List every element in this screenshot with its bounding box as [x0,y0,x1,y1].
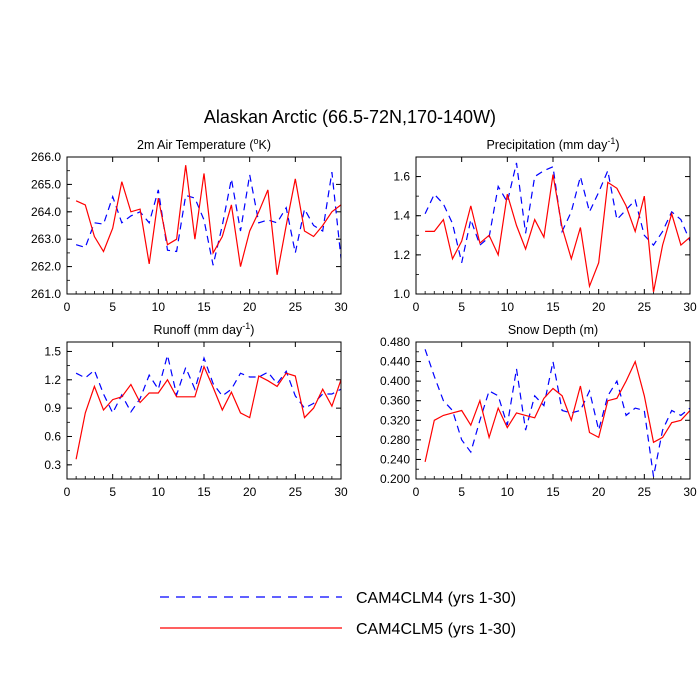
x-tick-label: 20 [592,485,606,499]
x-tick-label: 25 [638,485,652,499]
y-tick-label: 0.200 [380,472,410,486]
y-tick-label: 261.0 [31,287,61,301]
panel-title-superscript: -1 [242,321,250,331]
y-tick-label: 262.0 [31,260,61,274]
y-tick-label: 0.240 [380,452,410,466]
panel-title: Precipitation (mm day-1) [486,136,619,152]
x-tick-label: 25 [638,300,652,314]
panel-title-tail: ) [615,138,619,152]
plot-frame [66,156,342,295]
x-tick-label: 30 [683,485,697,499]
series-line-cam4clm4 [75,172,341,266]
x-tick-label: 10 [501,485,515,499]
x-tick-label: 20 [592,300,606,314]
x-tick-label: 25 [289,300,303,314]
legend-label-2: CAM4CLM5 (yrs 1-30) [356,621,516,638]
x-tick-label: 10 [152,300,166,314]
legend: CAM4CLM4 (yrs 1-30) CAM4CLM5 (yrs 1-30) [160,590,516,638]
x-tick-label: 15 [546,485,560,499]
y-tick-label: 1.0 [393,287,410,301]
y-tick-label: 264.0 [31,205,61,219]
x-tick-label: 30 [683,300,697,314]
x-tick-label: 20 [243,300,257,314]
panel-title: Snow Depth (m) [508,323,598,337]
y-tick-label: 1.2 [393,248,410,262]
chart-panel-3: Runoff (mm day-1) 0 5 10 15 20 25 30 0.3 0.6 0.9 1.… [44,321,348,499]
panel-title-main: Precipitation (mm day [486,138,608,152]
x-tick-label: 15 [197,485,211,499]
chart-panel-4: Snow Depth (m) 0 5 10 15 20 25 30 0.200 0.240 0.28… [380,323,697,499]
x-tick-label: 0 [64,485,71,499]
series-line-cam4clm5 [75,364,341,460]
y-tick-label: 0.280 [380,433,410,447]
x-tick-label: 10 [501,300,515,314]
panel-title-main: Snow Depth (m) [508,323,598,337]
y-tick-label: 0.6 [44,429,61,443]
x-tick-label: 30 [334,485,348,499]
plot-frame [415,341,691,480]
series-line-cam4clm4 [75,355,341,415]
y-tick-label: 0.3 [44,458,61,472]
x-tick-label: 20 [243,485,257,499]
x-tick-label: 0 [413,485,420,499]
figure-title: Alaskan Arctic (66.5-72N,170-140W) [204,107,496,127]
panel-title-main: 2m Air Temperature ( [137,138,254,152]
series-line-cam4clm5 [425,174,690,293]
y-tick-label: 0.9 [44,401,61,415]
y-tick-label: 1.2 [44,373,61,387]
x-tick-label: 30 [334,300,348,314]
y-tick-label: 266.0 [31,150,61,164]
x-tick-label: 5 [458,300,465,314]
x-tick-label: 0 [64,300,71,314]
series-line-cam4clm4 [424,162,690,263]
plot-frame [66,341,342,480]
panel-title-superscript: -1 [607,136,615,146]
x-tick-label: 15 [546,300,560,314]
panel-title-tail: ) [250,323,254,337]
series-line-cam4clm5 [75,165,341,275]
chart-panel-1: 2m Air Temperature (oK) 0 5 10 15 20 25 30 261.0… [31,136,348,314]
x-tick-label: 5 [109,300,116,314]
y-tick-label: 1.6 [393,170,410,184]
series-line-cam4clm5 [424,359,690,463]
plot-frame [415,156,691,295]
panel-title: Runoff (mm day-1) [154,321,255,337]
x-tick-label: 5 [109,485,116,499]
y-tick-label: 0.320 [380,413,410,427]
panel-title-superscript: o [253,136,258,146]
x-tick-label: 5 [458,485,465,499]
x-tick-label: 15 [197,300,211,314]
y-tick-label: 0.400 [380,374,410,388]
legend-label-1: CAM4CLM4 (yrs 1-30) [356,590,516,607]
panels: 2m Air Temperature (oK) 0 5 10 15 20 25 30 261.0… [31,136,697,499]
series-line-cam4clm4 [424,349,690,477]
y-tick-label: 265.0 [31,177,61,191]
y-tick-label: 1.4 [393,209,410,223]
chart-panel-2: Precipitation (mm day-1) 0 5 10 15 20 25 30 1.0 1… [393,136,697,314]
panel-title: 2m Air Temperature (oK) [137,136,271,152]
y-tick-label: 0.440 [380,355,410,369]
x-tick-label: 25 [289,485,303,499]
panel-title-tail: K) [259,138,272,152]
y-tick-label: 1.5 [44,344,61,358]
x-tick-label: 0 [413,300,420,314]
x-tick-label: 10 [152,485,166,499]
y-tick-label: 263.0 [31,232,61,246]
y-tick-label: 0.480 [380,335,410,349]
y-tick-label: 0.360 [380,394,410,408]
panel-title-main: Runoff (mm day [154,323,243,337]
